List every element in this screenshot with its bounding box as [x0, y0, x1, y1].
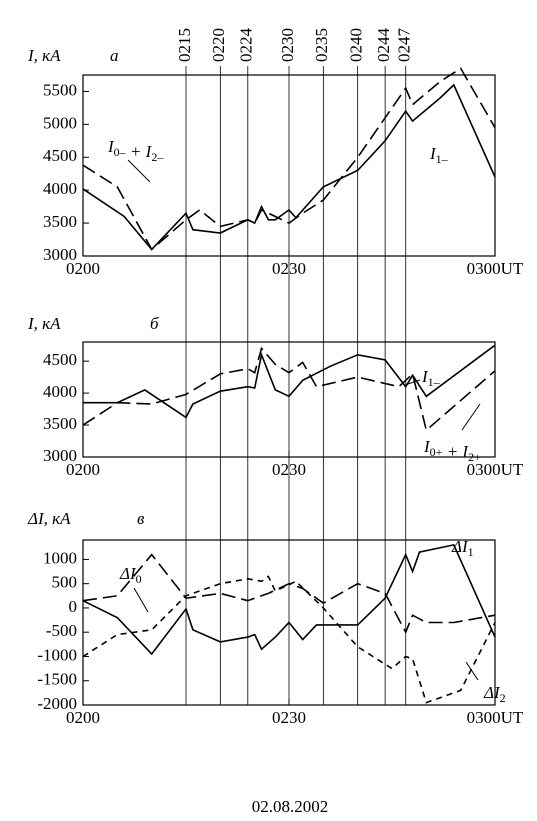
y-tick-label: -1500 — [37, 670, 77, 689]
y-tick-label: 4000 — [43, 179, 77, 198]
label-sub: 1 — [468, 545, 474, 559]
y-tick-label: -1000 — [37, 645, 77, 664]
series-label: I1– — [429, 144, 449, 166]
panel-letter: а — [110, 46, 119, 65]
label-main: ΔI — [451, 537, 469, 556]
leader-line — [461, 403, 481, 431]
series-line — [83, 344, 496, 419]
leader-line — [127, 159, 151, 183]
label-sub: 0 — [136, 572, 142, 586]
y-tick-label: 0 — [69, 597, 78, 616]
label-sub: 2 — [500, 691, 506, 705]
event-label: 0230 — [278, 28, 297, 62]
label-sub: 0– — [114, 145, 127, 159]
label-sub: 2+ — [468, 450, 481, 464]
x-axis-label: 02.08.2002 — [252, 797, 329, 816]
event-label: 0240 — [347, 28, 366, 62]
series-label: I1– — [421, 367, 441, 389]
event-label: 0247 — [395, 28, 414, 63]
event-label: 0215 — [175, 28, 194, 62]
y-tick-label: 4500 — [43, 146, 77, 165]
event-label: 0220 — [209, 28, 228, 62]
series-line — [82, 83, 496, 251]
series-label: I0+ + I2+ — [423, 437, 481, 464]
label-sub: 1– — [436, 152, 449, 166]
y-tick-label: -2000 — [37, 694, 77, 713]
panel-letter: в — [137, 509, 145, 528]
panel-letter: б — [150, 314, 159, 333]
y-tick-label: 4500 — [43, 350, 77, 369]
y-tick-label: 1000 — [43, 548, 77, 567]
y-axis-label: I, кА — [27, 314, 61, 333]
y-tick-label: 4000 — [43, 382, 77, 401]
x-tick-label: 0300UT — [467, 259, 524, 278]
series-line — [82, 346, 496, 432]
label-sub: 1– — [428, 375, 441, 389]
label-main: I — [421, 367, 429, 386]
y-tick-label: 3000 — [43, 245, 77, 264]
y-tick-label: 500 — [52, 573, 78, 592]
x-tick-label: 0300UT — [467, 460, 524, 479]
y-tick-label: 3500 — [43, 414, 77, 433]
event-label: 0224 — [237, 28, 256, 63]
y-tick-label: 5500 — [43, 80, 77, 99]
series-line — [82, 67, 496, 251]
label-main: + I — [442, 442, 469, 461]
series-label: ΔI1 — [451, 537, 474, 559]
x-tick-label: 0200 — [66, 708, 100, 727]
series-label: ΔI0 — [119, 564, 142, 586]
event-label: 0244 — [374, 28, 393, 63]
label-main: I — [429, 144, 437, 163]
label-main: I — [423, 437, 431, 456]
label-main: + I — [126, 142, 153, 161]
x-tick-label: 0230 — [272, 460, 306, 479]
leader-line — [465, 661, 479, 681]
y-tick-label: -500 — [46, 621, 77, 640]
y-tick-label: 3500 — [43, 212, 77, 231]
label-sub: 2– — [151, 150, 164, 164]
y-tick-label: 3000 — [43, 446, 77, 465]
series-line — [82, 553, 496, 635]
series-line — [82, 575, 496, 704]
series-line — [82, 543, 496, 656]
y-axis-label: ΔI, кА — [27, 509, 71, 528]
series-label: ΔI2 — [483, 683, 506, 705]
x-tick-label: 0300UT — [467, 708, 524, 727]
x-tick-label: 0200 — [66, 259, 100, 278]
label-main: I — [107, 137, 115, 156]
y-tick-label: 5000 — [43, 113, 77, 132]
event-label: 0235 — [312, 28, 331, 62]
series-label: I0– + I2– — [107, 137, 164, 164]
label-main: ΔI — [483, 683, 501, 702]
label-main: ΔI — [119, 564, 137, 583]
x-tick-label: 0230 — [272, 708, 306, 727]
label-sub: 0+ — [430, 445, 443, 459]
y-axis-label: I, кА — [27, 46, 61, 65]
leader-line — [133, 587, 149, 613]
x-tick-label: 0200 — [66, 460, 100, 479]
